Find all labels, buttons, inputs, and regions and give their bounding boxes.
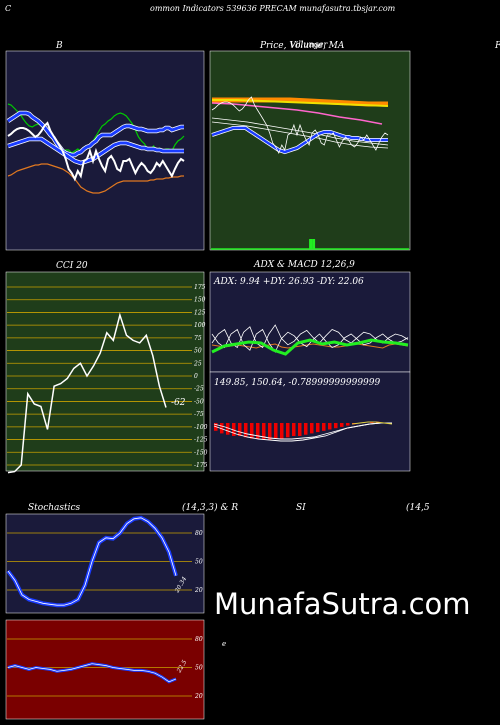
corner-letter-c: C xyxy=(5,4,11,13)
volume-bar xyxy=(309,239,313,249)
stoch-line xyxy=(6,515,178,608)
macd-bar xyxy=(298,423,302,436)
adx-green xyxy=(211,338,409,356)
adx-lines xyxy=(211,324,409,356)
rsi-white xyxy=(7,663,177,683)
cci-grid: 175 150 125 100 75 50 25 0 -25 -50 -75 -100 -125 -150… xyxy=(7,284,208,469)
macd-histogram xyxy=(213,421,393,442)
cci-tick-label: 125 xyxy=(194,309,206,316)
adx-panel xyxy=(209,271,411,373)
macd-bar xyxy=(268,423,272,440)
stoch-tick-label: 80 xyxy=(195,530,203,537)
page-title: ommon Indicators 539636 PRECAM munafasut… xyxy=(150,4,396,13)
rsi-side-label: e xyxy=(222,640,226,648)
cci-tick-label: 150 xyxy=(194,297,206,304)
stoch-title-left: Stochastics xyxy=(28,503,81,513)
macd-bar xyxy=(292,423,296,436)
price-lines xyxy=(211,96,409,250)
stoch-title-mid: (14,3,3) & R xyxy=(182,502,238,513)
bollinger-title: B xyxy=(55,41,63,51)
cci-tick-label: 25 xyxy=(193,360,202,367)
bollinger-mid xyxy=(7,111,184,157)
macd-bar xyxy=(262,423,266,440)
ma-yellow xyxy=(212,99,389,107)
stoch-tick-label: 50 xyxy=(195,559,203,566)
macd-bar xyxy=(310,423,314,434)
macd-bar xyxy=(346,423,350,426)
cci-tick-label: -25 xyxy=(194,386,204,393)
price-title: Price, Volume, MA xyxy=(259,41,345,51)
cci-tick-label: -100 xyxy=(194,424,208,431)
cci-title: CCI 20 xyxy=(56,261,88,271)
cci-value-label: -62 xyxy=(171,398,186,408)
cci-tick-label: -50 xyxy=(194,398,204,405)
stoch-white xyxy=(7,517,177,606)
macd-bar xyxy=(226,423,230,435)
rsi-panel xyxy=(5,619,205,720)
cci-tick-label: -75 xyxy=(194,411,204,418)
macd-bar xyxy=(280,423,284,439)
volume-bar xyxy=(312,239,316,249)
cci-tick-label: -150 xyxy=(194,449,208,456)
macd-bar xyxy=(238,423,242,436)
macd-bar xyxy=(250,423,254,439)
ma-pink xyxy=(211,102,383,125)
cci-line xyxy=(7,312,167,474)
price-blue xyxy=(211,126,388,154)
rsi-tick-label: 50 xyxy=(195,665,203,672)
stoch-tick-label: 20 xyxy=(194,587,203,594)
macd-bar xyxy=(274,423,278,439)
macd-bar xyxy=(328,423,332,430)
cci-tick-label: 0 xyxy=(194,373,198,380)
rsi-title-mid: SI xyxy=(296,503,306,513)
bollinger-lines xyxy=(6,103,185,194)
price-line xyxy=(211,96,389,154)
stoch-grid: 80 50 20 xyxy=(7,530,203,594)
macd-bar xyxy=(244,423,248,438)
macd-bar xyxy=(340,423,344,427)
rsi-title-right: (14,5 xyxy=(406,502,430,513)
ma-white-2 xyxy=(211,121,389,149)
macd-bar xyxy=(286,423,290,438)
bollinger-lower xyxy=(7,163,184,194)
cci-tick-label: -125 xyxy=(194,437,208,444)
cci-tick-label: 175 xyxy=(194,284,206,291)
rsi-tick-label: 20 xyxy=(194,693,203,700)
adx-white-2 xyxy=(211,324,409,349)
cci-tick-label: 75 xyxy=(194,335,202,342)
cci-panel xyxy=(5,271,205,472)
rsi-tick-label: 80 xyxy=(195,636,203,643)
corner-letter-f: F xyxy=(494,41,500,51)
adx-label: ADX: 9.94 +DY: 26.93 -DY: 22.06 xyxy=(213,277,364,287)
price-overlay-title: Villunger xyxy=(290,40,328,49)
bollinger-mid-2 xyxy=(7,137,184,165)
rsi-line xyxy=(7,662,177,684)
adx-macd-title: ADX & MACD 12,26,9 xyxy=(253,260,355,270)
cci-tick-label: 50 xyxy=(194,348,202,355)
macd-panel xyxy=(209,371,411,472)
macd-bar xyxy=(232,423,236,436)
macd-signal xyxy=(213,422,392,440)
macd-bar xyxy=(316,423,320,433)
macd-yellow xyxy=(351,421,393,425)
macd-bar xyxy=(322,423,326,431)
cci-tick-label: 100 xyxy=(194,322,206,329)
macd-bar xyxy=(220,423,224,434)
cci-series xyxy=(7,312,167,474)
price-panel xyxy=(209,50,411,251)
watermark: MunafaSutra.com xyxy=(214,587,471,621)
rsi-grid: 80 50 20 xyxy=(7,636,203,700)
bollinger-price xyxy=(7,121,185,182)
cci-tick-label: -175 xyxy=(194,462,208,469)
macd-label: 149.85, 150.64, -0.78999999999999 xyxy=(214,378,380,388)
macd-bar xyxy=(256,423,260,439)
macd-bar xyxy=(304,423,308,435)
macd-bar xyxy=(334,423,338,429)
